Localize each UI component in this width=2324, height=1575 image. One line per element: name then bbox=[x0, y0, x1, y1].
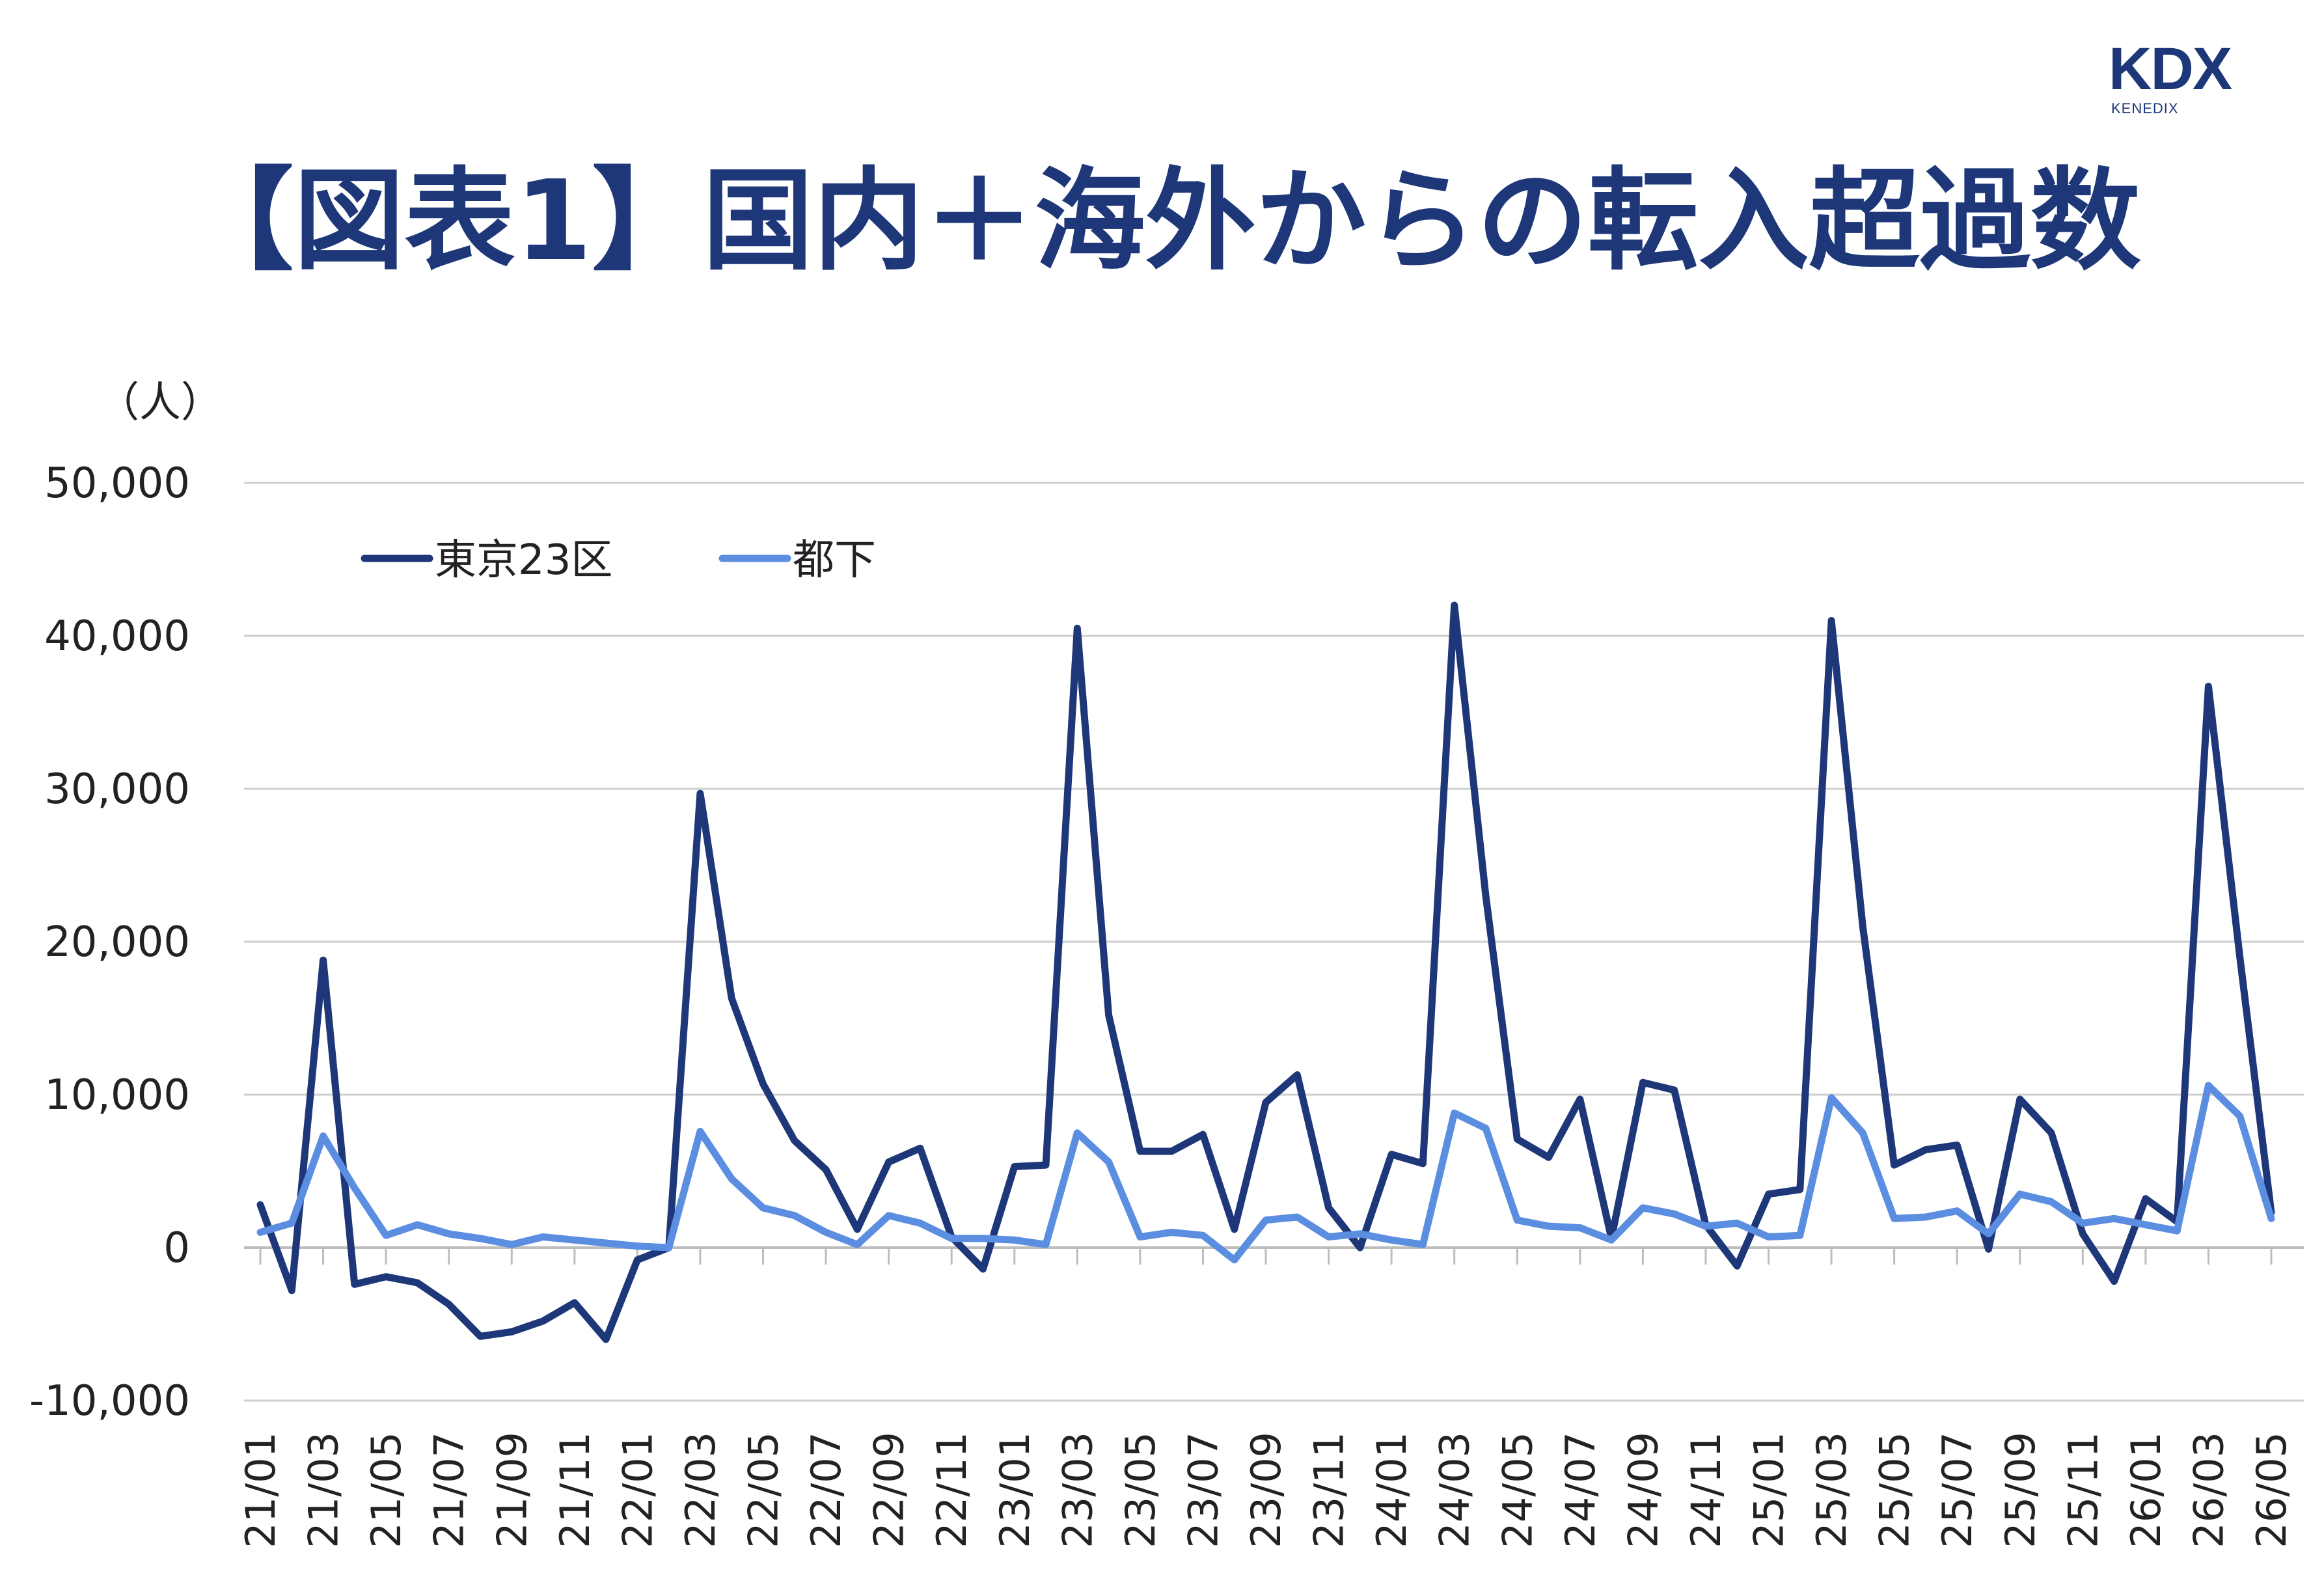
y-tick-label: -10,000 bbox=[29, 1377, 190, 1425]
x-tick-label: 23/07 bbox=[1179, 1432, 1227, 1548]
x-tick-label: 26/01 bbox=[2122, 1432, 2170, 1548]
x-tick-label: 21/05 bbox=[362, 1432, 410, 1548]
x-tick-label: 25/09 bbox=[1997, 1432, 2044, 1548]
legend-label: 都下 bbox=[793, 536, 876, 584]
logo-mark: KDX bbox=[2109, 36, 2232, 102]
logo-subtext: KENEDIX bbox=[2111, 100, 2179, 116]
y-axis-ticks: 50,000 40,000 30,000 20,000 10,000 0 -10,000 bbox=[29, 459, 190, 1425]
x-tick-label: 25/07 bbox=[1934, 1432, 1981, 1548]
y-tick-label: 0 bbox=[163, 1224, 190, 1272]
x-tick-label: 26/03 bbox=[2185, 1432, 2232, 1548]
x-tick-label: 25/03 bbox=[1808, 1432, 1855, 1548]
legend: 東京23区 都下 bbox=[361, 536, 876, 584]
x-axis: 21/01 21/03 21/05 21/07 21/09 21/11 22/01 22/03… bbox=[237, 1246, 2304, 1548]
x-tick-label: 23/03 bbox=[1054, 1432, 1101, 1548]
x-tick-label: 21/11 bbox=[551, 1432, 599, 1548]
x-tick-label: 24/11 bbox=[1682, 1432, 1730, 1548]
series-line-tokyo23 bbox=[256, 601, 2275, 1343]
chart-title: 【図表1】国内＋海外からの転入超過数 bbox=[183, 157, 2141, 286]
x-tick-label: 22/01 bbox=[614, 1432, 661, 1548]
gridlines bbox=[244, 482, 2304, 1402]
x-tick-label: 24/01 bbox=[1368, 1432, 1415, 1548]
y-tick-label: 20,000 bbox=[44, 918, 190, 966]
y-tick-label: 40,000 bbox=[44, 612, 190, 661]
series-line-toka bbox=[256, 1082, 2275, 1264]
x-tick-label: 24/03 bbox=[1431, 1432, 1479, 1548]
x-tick-label: 22/11 bbox=[928, 1432, 976, 1548]
series-lines bbox=[256, 601, 2275, 1343]
x-tick-label: 21/07 bbox=[426, 1432, 473, 1548]
x-tick-label: 22/07 bbox=[802, 1432, 850, 1548]
x-tick-label: 21/03 bbox=[300, 1432, 348, 1548]
x-tick-label: 25/01 bbox=[1745, 1432, 1793, 1548]
x-tick-label: 22/03 bbox=[677, 1432, 724, 1548]
x-tick-label: 23/05 bbox=[1117, 1432, 1164, 1548]
y-tick-label: 30,000 bbox=[44, 765, 190, 814]
x-tick-label: 23/09 bbox=[1242, 1432, 1290, 1548]
x-tick-label: 21/01 bbox=[237, 1432, 284, 1548]
x-tick-label: 24/09 bbox=[1619, 1432, 1667, 1548]
kdx-logo: KDX KENEDIX bbox=[2109, 39, 2278, 117]
x-tick-label: 24/05 bbox=[1494, 1432, 1541, 1548]
x-tick-label: 23/11 bbox=[1306, 1432, 1353, 1548]
x-tick-label: 23/01 bbox=[991, 1432, 1039, 1548]
x-tick-label: 21/09 bbox=[488, 1432, 536, 1548]
y-tick-label: 10,000 bbox=[44, 1071, 190, 1119]
y-axis-unit-label: （人） bbox=[98, 379, 223, 427]
y-tick-label: 50,000 bbox=[44, 459, 190, 508]
x-tick-label: 22/09 bbox=[866, 1432, 913, 1548]
x-tick-label: 25/11 bbox=[2059, 1432, 2107, 1548]
x-tick-label: 26/05 bbox=[2248, 1432, 2295, 1548]
x-tick-label: 22/05 bbox=[740, 1432, 787, 1548]
x-tick-label: 24/07 bbox=[1557, 1432, 1604, 1548]
legend-label: 東京23区 bbox=[435, 536, 612, 584]
x-tick-label: 25/05 bbox=[1871, 1432, 1919, 1548]
